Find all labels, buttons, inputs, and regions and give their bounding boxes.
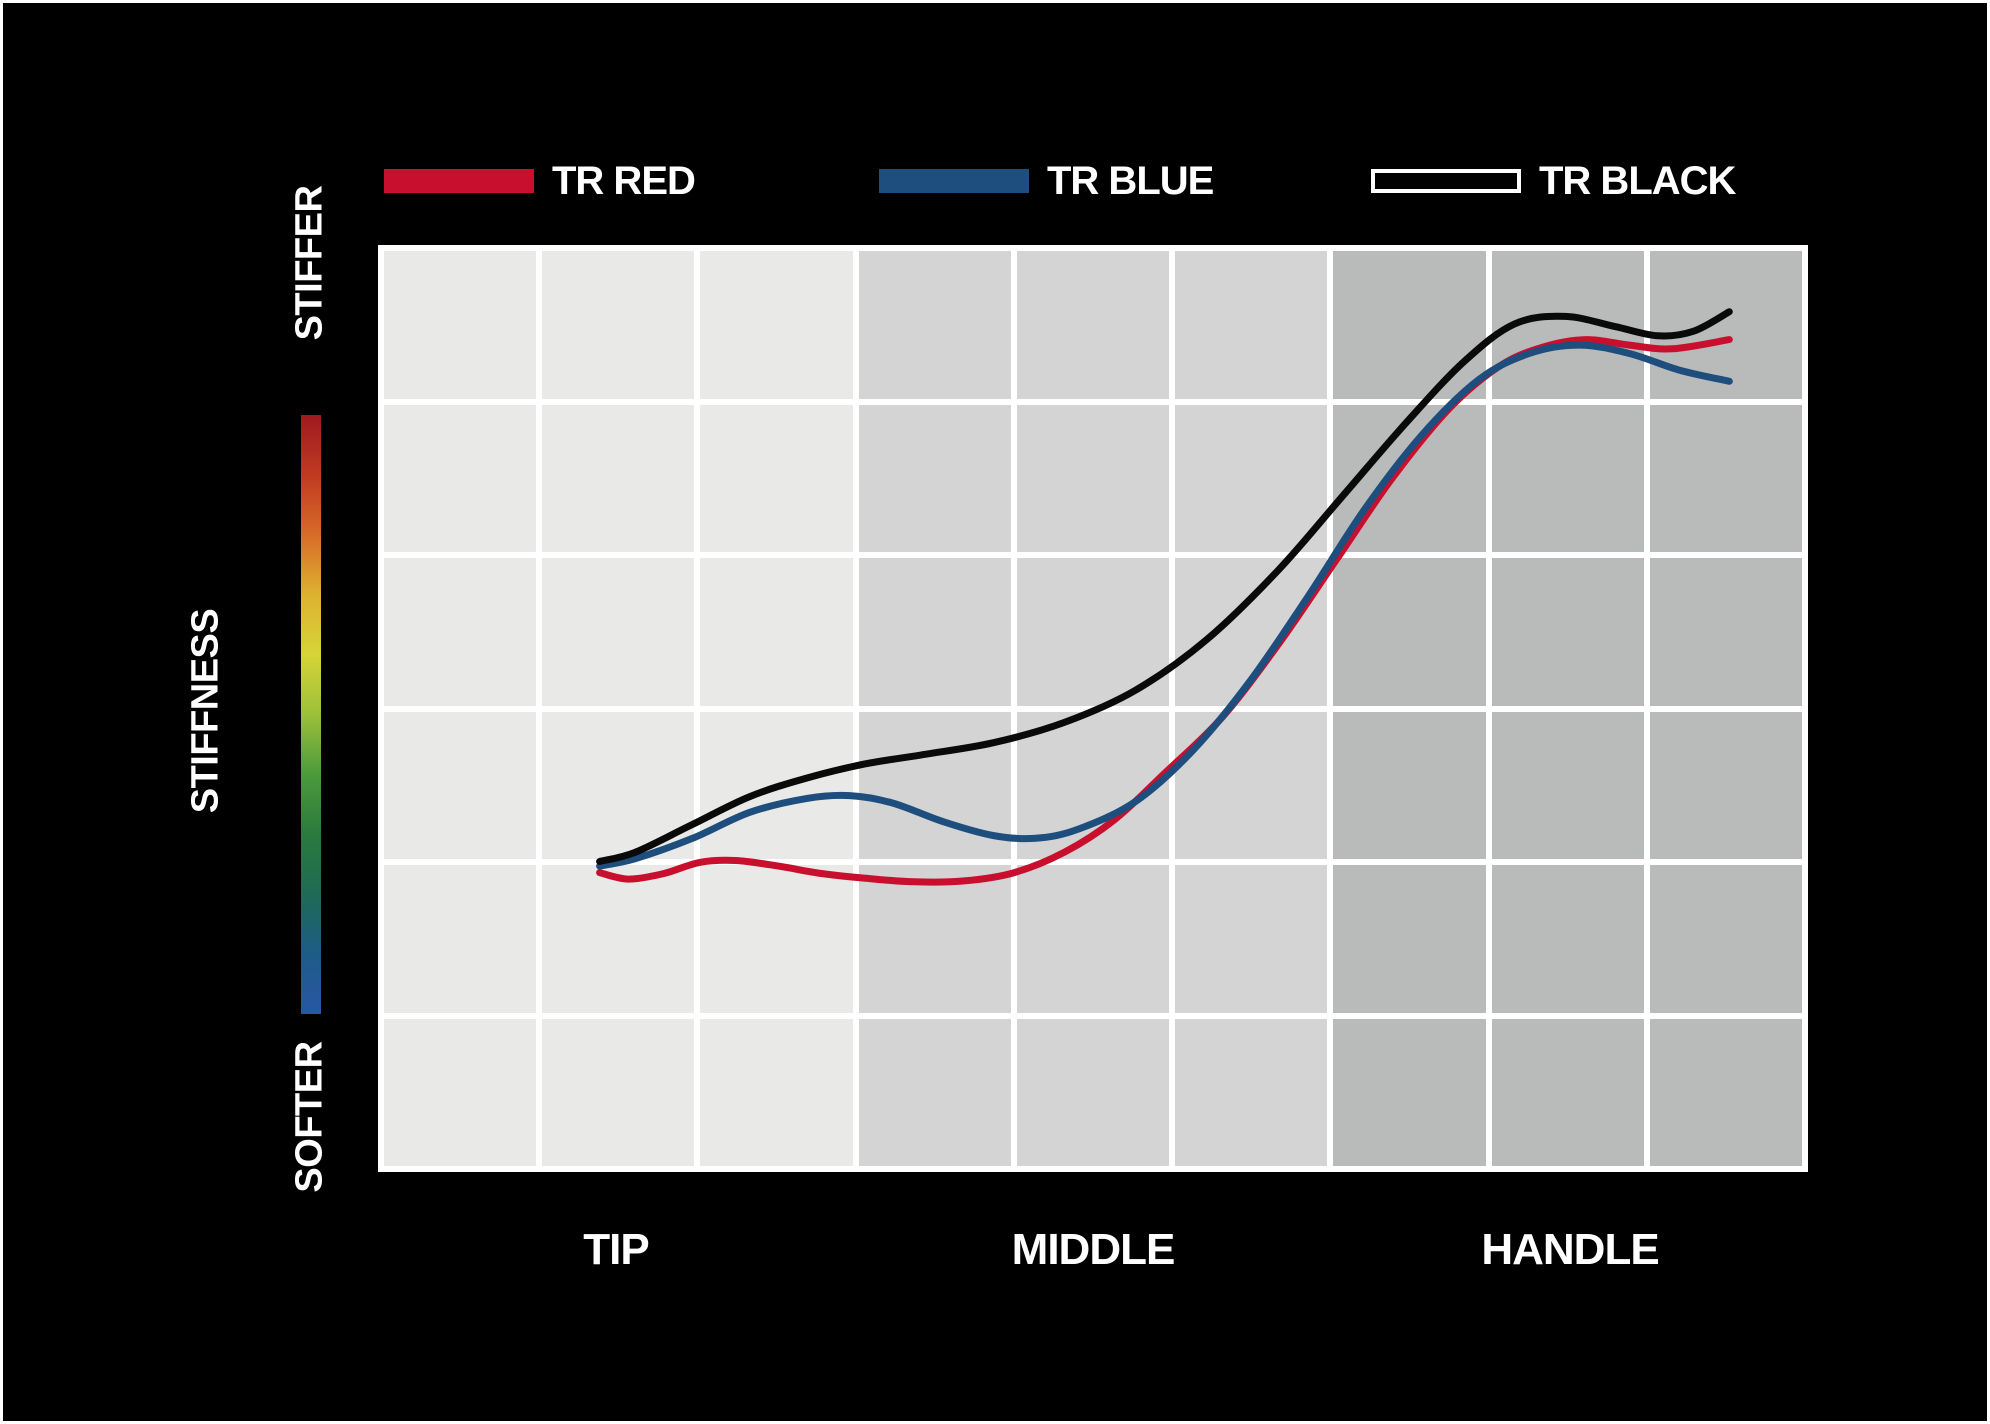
legend-label-tr-black: TR BLACK — [1539, 158, 1736, 203]
legend-swatch-tr-blue — [879, 169, 1029, 193]
legend-item-tr-blue: TR BLUE — [879, 158, 1214, 203]
x-label-handle: HANDLE — [1481, 1225, 1659, 1274]
grid-cell — [700, 251, 853, 399]
legend-swatch-tr-red — [384, 169, 534, 193]
legend-swatch-tr-black — [1371, 169, 1521, 193]
grid-cell — [1333, 865, 1486, 1013]
grid-cell — [1333, 404, 1486, 552]
grid-cell — [1333, 558, 1486, 706]
grid-cell — [1491, 404, 1644, 552]
grid-cell — [1175, 558, 1328, 706]
grid-cell — [542, 558, 695, 706]
grid-cell — [542, 865, 695, 1013]
stiffness-gradient-bar — [301, 415, 321, 1014]
grid-cell — [1649, 404, 1802, 552]
y-axis-bottom-label: SOFTER — [288, 1041, 331, 1193]
grid-cell — [1175, 251, 1328, 399]
grid-cell — [1333, 251, 1486, 399]
grid-cell — [1333, 711, 1486, 859]
grid-cell — [700, 1018, 853, 1166]
grid-cell — [1649, 865, 1802, 1013]
grid-cell — [700, 711, 853, 859]
grid-cell — [1491, 558, 1644, 706]
grid-cell — [1491, 865, 1644, 1013]
grid-cell — [858, 711, 1011, 859]
legend-item-tr-black: TR BLACK — [1371, 158, 1736, 203]
grid-cell — [1016, 251, 1170, 399]
grid-cell — [384, 404, 537, 552]
grid-cell — [1016, 558, 1170, 706]
legend-label-tr-red: TR RED — [552, 158, 696, 203]
grid-cell — [700, 558, 853, 706]
x-label-tip: TIP — [583, 1225, 649, 1274]
grid-cell — [1491, 711, 1644, 859]
grid-cell — [384, 251, 537, 399]
grid-cell — [700, 404, 853, 552]
grid-cell — [384, 865, 537, 1013]
x-label-middle: MIDDLE — [1011, 1225, 1176, 1274]
grid-cell — [1649, 558, 1802, 706]
grid-cell — [1649, 711, 1802, 859]
grid-cell — [1649, 1018, 1802, 1166]
grid-cell — [858, 558, 1011, 706]
grid-cell — [1491, 1018, 1644, 1166]
grid-cell — [542, 1018, 695, 1166]
grid-cell — [1016, 711, 1170, 859]
grid-cell — [1175, 1018, 1328, 1166]
grid-cell — [1491, 251, 1644, 399]
grid-cell — [858, 251, 1011, 399]
legend-label-tr-blue: TR BLUE — [1047, 158, 1214, 203]
legend-item-tr-red: TR RED — [384, 158, 696, 203]
grid-cell — [542, 711, 695, 859]
grid-cell — [1649, 251, 1802, 399]
y-axis-top-label: STIFFER — [288, 185, 331, 341]
grid-cell — [1175, 404, 1328, 552]
grid-cell — [1016, 404, 1170, 552]
grid-cell — [700, 865, 853, 1013]
grid-cell — [1016, 865, 1170, 1013]
grid-cell — [1333, 1018, 1486, 1166]
grid-cell — [542, 404, 695, 552]
grid-cell — [1175, 865, 1328, 1013]
grid-cell — [858, 865, 1011, 1013]
grid-cell — [542, 251, 695, 399]
grid-cell — [1016, 1018, 1170, 1166]
grid-cell — [1175, 711, 1328, 859]
grid-cell — [858, 404, 1011, 552]
grid-cell — [384, 558, 537, 706]
plot-grid — [378, 245, 1808, 1172]
grid-cell — [858, 1018, 1011, 1166]
grid-cell — [384, 1018, 537, 1166]
grid-cell — [384, 711, 537, 859]
y-axis-title: STIFFNESS — [184, 608, 227, 814]
